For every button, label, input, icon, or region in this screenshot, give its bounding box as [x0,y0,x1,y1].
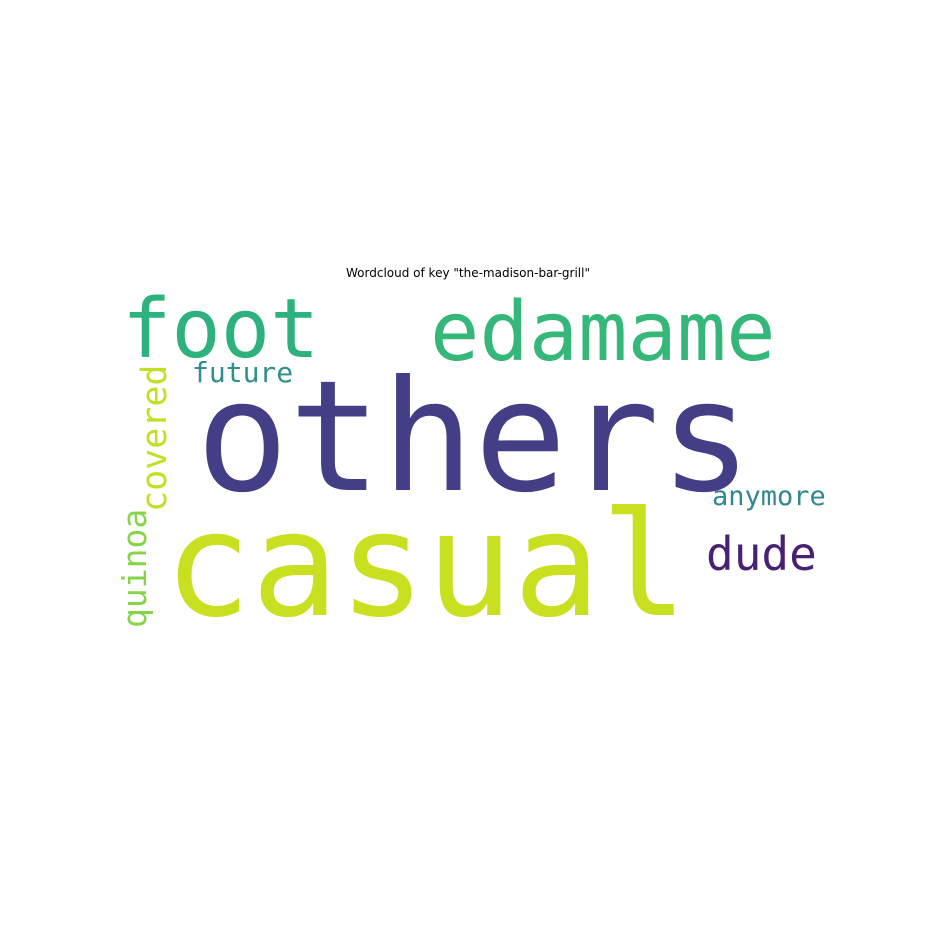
word-quinoa: quinoa [115,509,154,628]
word-dude: dude [706,527,817,581]
word-edamame: edamame [430,285,776,380]
word-anymore: anymore [712,481,826,512]
word-foot: foot [122,282,319,377]
word-covered: covered [135,364,175,512]
word-casual: casual [164,481,688,650]
word-others: others [196,348,752,527]
chart-title: Wordcloud of key "the-madison-bar-grill" [346,266,590,280]
word-future: future [192,356,293,389]
